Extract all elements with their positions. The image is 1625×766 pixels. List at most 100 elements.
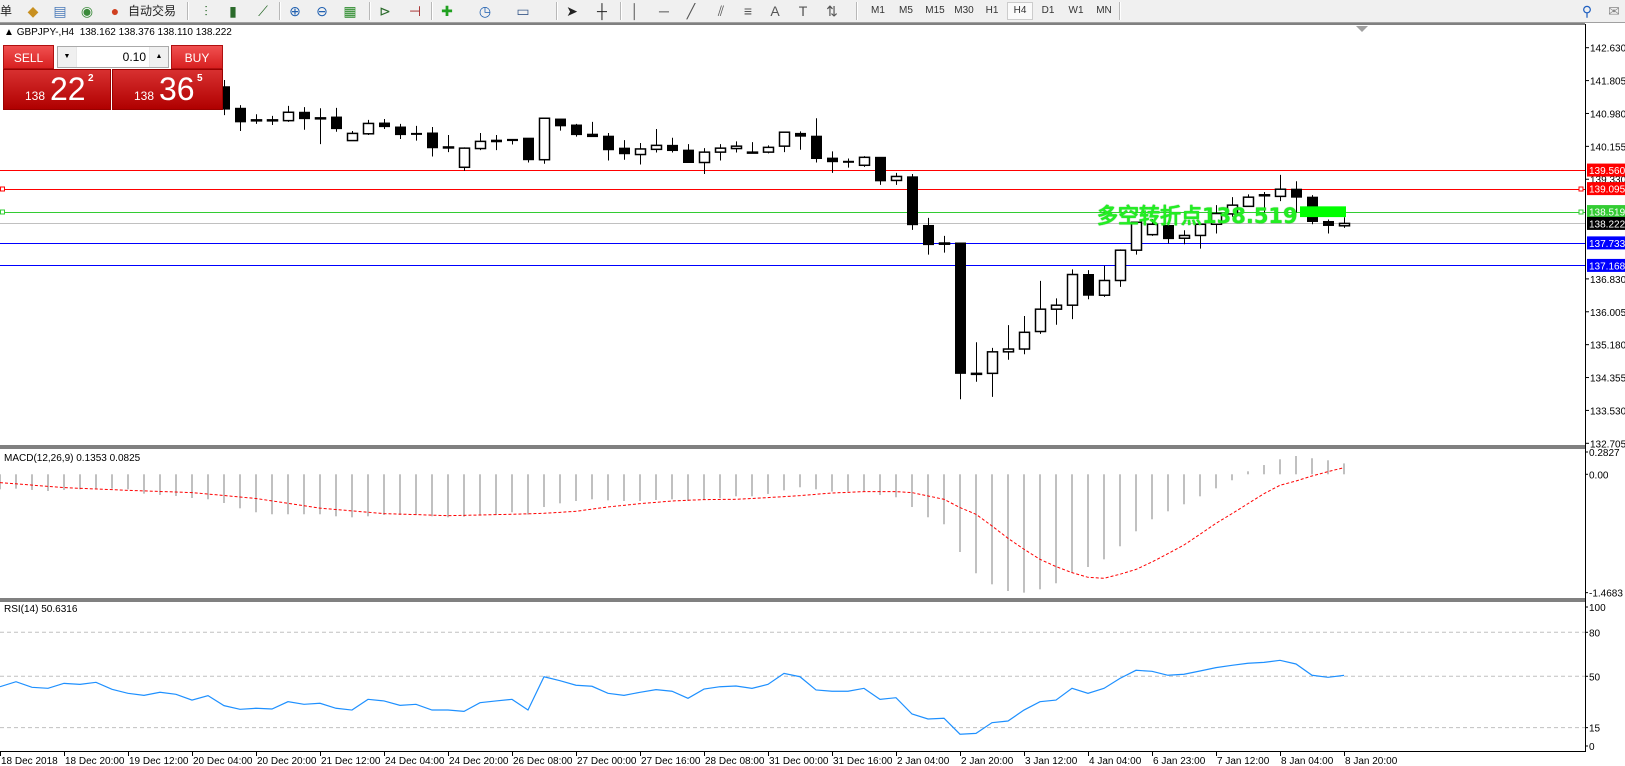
- candle-bear: [667, 144, 678, 152]
- folder-icon[interactable]: ◆: [27, 3, 39, 19]
- sell-button[interactable]: SELL: [3, 45, 54, 69]
- macd-histogram-bar: [655, 474, 657, 501]
- candle-bear: [827, 157, 838, 163]
- timeframe-h4[interactable]: H4: [1007, 2, 1033, 20]
- price-axis-label: 136.830: [1590, 275, 1625, 286]
- autoscroll-icon[interactable]: ⊣: [408, 3, 422, 19]
- one-click-trading-panel: SELL ▼ 0.10 ▲ BUY 138 22 2 138 36 5: [3, 45, 223, 110]
- lot-decrease-icon[interactable]: ▼: [58, 47, 76, 67]
- periods-clock-icon[interactable]: ◷: [478, 3, 492, 19]
- price-axis-label: 140.155: [1590, 142, 1625, 153]
- macd-histogram-bar: [335, 474, 337, 517]
- pivot-zone-rect[interactable]: [1300, 206, 1346, 218]
- macd-histogram-bar: [447, 474, 449, 518]
- arrows-icon[interactable]: ⇅: [826, 3, 838, 19]
- candle-bear: [331, 116, 342, 130]
- auto-trade-icon[interactable]: ●: [110, 3, 120, 19]
- search-icon[interactable]: ⚲: [1581, 3, 1593, 19]
- cursor-icon[interactable]: ➤: [566, 3, 578, 19]
- macd-histogram-bar: [223, 474, 225, 503]
- text-label-icon[interactable]: T: [798, 3, 808, 19]
- pivot-annotation: 多空转折点138.519: [1097, 204, 1298, 228]
- macd-histogram-bar: [1311, 458, 1313, 475]
- candle-bull: [1338, 222, 1351, 227]
- symbol-timeframe: GBPJPY-,H4: [16, 27, 75, 38]
- buy-button[interactable]: BUY: [171, 45, 223, 69]
- price-axis-label: 139.330: [1590, 175, 1625, 186]
- candle-bear: [907, 176, 918, 226]
- candle-bull: [634, 148, 647, 156]
- channel-icon[interactable]: ⫽: [717, 3, 725, 19]
- add-indicator-icon[interactable]: ✚: [441, 3, 453, 19]
- macd-histogram-bar: [1167, 474, 1169, 512]
- profile-icon[interactable]: ▤: [53, 3, 67, 19]
- vertical-line-icon[interactable]: │: [630, 3, 640, 19]
- level-handle-right[interactable]: [1578, 209, 1584, 215]
- level-handle-left[interactable]: [0, 186, 5, 192]
- tile-windows-icon[interactable]: ▦: [343, 3, 357, 19]
- horizontal-line-icon[interactable]: ─: [659, 3, 669, 19]
- toolbar-separator: [279, 2, 281, 20]
- text-icon[interactable]: A: [770, 3, 780, 19]
- candle-bull: [1178, 234, 1191, 239]
- templates-icon[interactable]: ▭: [516, 3, 530, 19]
- macd-histogram-bar: [479, 474, 481, 516]
- macd-histogram-bar: [1343, 463, 1345, 475]
- macd-histogram-bar: [767, 474, 769, 494]
- timeframe-m15[interactable]: M15: [925, 5, 945, 16]
- timeframe-h1[interactable]: H1: [985, 5, 999, 16]
- collapse-triangle-icon[interactable]: ▲: [4, 27, 17, 38]
- line-chart-icon[interactable]: ⟋: [258, 3, 268, 19]
- level-handle-right[interactable]: [1578, 186, 1584, 192]
- candle-bull: [1098, 279, 1111, 296]
- macd-histogram-bar: [191, 474, 193, 498]
- candle-bull: [1258, 194, 1271, 197]
- menu-fragment-label[interactable]: 单: [0, 4, 13, 18]
- crosshair-icon[interactable]: ┼: [597, 3, 607, 19]
- lot-size-stepper[interactable]: ▼ 0.10 ▲: [57, 46, 169, 68]
- timeframe-m1[interactable]: M1: [871, 5, 885, 16]
- macd-histogram-bar: [95, 474, 97, 489]
- chart-shift-icon[interactable]: ⊳: [379, 3, 391, 19]
- timeframe-d1[interactable]: D1: [1041, 5, 1055, 16]
- candlestick-icon[interactable]: ▮: [229, 3, 237, 19]
- timeframe-w1[interactable]: W1: [1068, 5, 1084, 16]
- buy-price-prefix: 138: [134, 89, 155, 103]
- chart-shift-marker-icon[interactable]: [1356, 26, 1368, 32]
- macd-histogram-bar: [591, 474, 593, 500]
- lot-size-input[interactable]: 0.10: [77, 47, 149, 67]
- time-axis-label: 2 Jan 20:00: [961, 756, 1014, 766]
- timeframe-m5[interactable]: M5: [899, 5, 913, 16]
- lot-increase-icon[interactable]: ▲: [150, 47, 168, 67]
- macd-histogram-bar: [863, 474, 865, 492]
- time-axis-label: 6 Jan 23:00: [1153, 756, 1206, 766]
- toolbar-separator: [431, 2, 433, 20]
- rsi-line: [0, 659, 1345, 735]
- candle-bear: [683, 149, 694, 163]
- price-axis-label: 136.005: [1590, 308, 1625, 319]
- timeframe-mn[interactable]: MN: [1096, 5, 1112, 16]
- ohlc-values: 138.162 138.376 138.110 138.222: [79, 27, 232, 38]
- fibonacci-icon[interactable]: ≡: [743, 3, 753, 19]
- level-handle-left[interactable]: [0, 209, 5, 215]
- macd-histogram-bar: [0, 474, 1, 490]
- candle-bear: [587, 133, 598, 138]
- macd-histogram-bar: [815, 474, 817, 490]
- chat-icon[interactable]: ✉: [1608, 3, 1620, 19]
- macd-histogram-bar: [1327, 460, 1329, 475]
- signal-icon[interactable]: ◉: [80, 3, 94, 19]
- zoom-out-icon[interactable]: ⊖: [316, 3, 328, 19]
- buy-price-box[interactable]: 138 36 5: [112, 69, 223, 110]
- time-axis-label: 31 Dec 16:00: [833, 756, 893, 766]
- zoom-in-icon[interactable]: ⊕: [289, 3, 301, 19]
- timeframe-m30[interactable]: M30: [954, 5, 974, 16]
- auto-trade-button[interactable]: 自动交易: [127, 4, 176, 18]
- candle-bull: [714, 147, 727, 153]
- level-price-tag: 137.168: [1589, 261, 1625, 272]
- macd-histogram-bar: [1023, 474, 1025, 593]
- time-axis-label: 24 Dec 20:00: [449, 756, 509, 766]
- sell-price-box[interactable]: 138 22 2: [3, 69, 111, 110]
- bar-chart-icon[interactable]: ⫶: [204, 3, 208, 19]
- trendline-icon[interactable]: ╱: [686, 3, 696, 19]
